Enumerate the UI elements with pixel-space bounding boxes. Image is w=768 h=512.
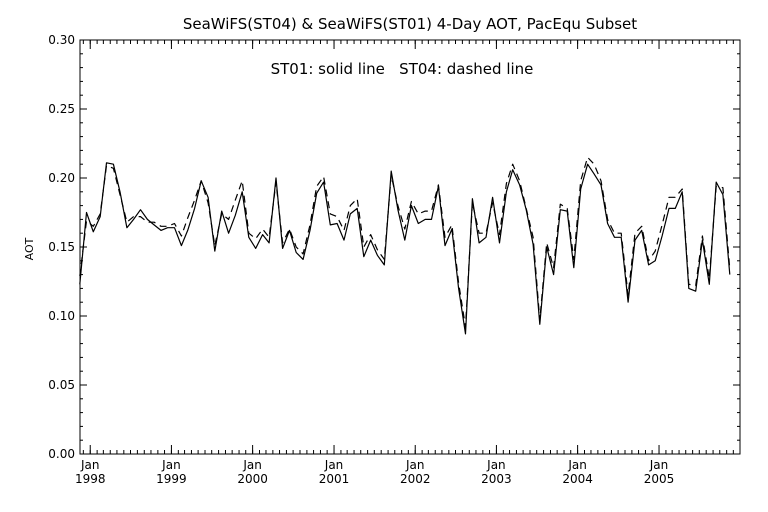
x-tick-month: Jan — [649, 458, 669, 472]
x-tick-month: Jan — [567, 458, 587, 472]
x-axis-ticks: Jan1998Jan1999Jan2000Jan2001Jan2002Jan20… — [75, 40, 734, 486]
x-tick-month: Jan — [324, 458, 344, 472]
legend-annotation: ST01: solid line ST04: dashed line — [271, 60, 534, 78]
x-tick-month: Jan — [486, 458, 506, 472]
x-tick-year: 2002 — [400, 472, 431, 486]
y-tick-label: 0.05 — [48, 378, 75, 392]
y-tick-label: 0.20 — [48, 171, 75, 185]
y-tick-label: 0.25 — [48, 102, 75, 116]
series-line-st04 — [79, 156, 731, 328]
y-tick-label: 0.10 — [48, 309, 75, 323]
series-layer — [79, 156, 731, 335]
x-tick-year: 2000 — [237, 472, 268, 486]
x-tick-year: 2004 — [562, 472, 593, 486]
chart-title: SeaWiFS(ST04) & SeaWiFS(ST01) 4-Day AOT,… — [183, 15, 637, 33]
x-tick-year: 2005 — [644, 472, 675, 486]
x-tick-month: Jan — [242, 458, 262, 472]
y-tick-label: 0.00 — [48, 447, 75, 461]
x-tick-month: Jan — [80, 458, 100, 472]
x-tick-year: 1999 — [156, 472, 187, 486]
series-line-st01 — [79, 162, 731, 335]
x-tick-month: Jan — [405, 458, 425, 472]
y-axis-label: AOT — [23, 237, 36, 260]
x-tick-month: Jan — [161, 458, 181, 472]
plot-frame — [79, 39, 741, 455]
y-axis-ticks: 0.00 0.05 0.10 0.15 0.20 0.25 0.30 — [48, 33, 740, 461]
y-tick-label: 0.30 — [48, 33, 75, 47]
x-tick-year: 2001 — [319, 472, 350, 486]
x-tick-year: 1998 — [75, 472, 106, 486]
x-tick-year: 2003 — [481, 472, 512, 486]
y-tick-label: 0.15 — [48, 240, 75, 254]
